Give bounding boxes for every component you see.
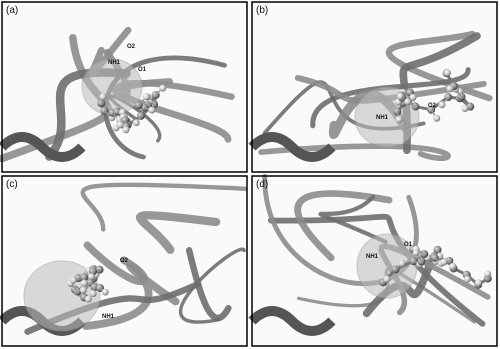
ribbon xyxy=(262,173,419,287)
ribbon xyxy=(136,211,221,254)
hydrogen xyxy=(84,295,92,303)
hydrogen xyxy=(449,262,457,270)
hydrogen xyxy=(159,84,167,92)
atom xyxy=(420,250,429,259)
hydrogen xyxy=(383,275,391,283)
panel: (a) O2 NH1 O1 xyxy=(0,1,248,173)
ribbon xyxy=(258,143,451,161)
panel: (c) O2 NH1 xyxy=(0,175,248,347)
hydrogen xyxy=(116,121,124,129)
hydrogen xyxy=(484,270,492,278)
hydrogen xyxy=(99,93,107,101)
atom-label: O2 xyxy=(120,258,129,264)
hydrogen xyxy=(444,69,452,77)
hydrogen xyxy=(101,288,109,296)
hydrogen xyxy=(142,93,150,101)
panel-border xyxy=(1,1,248,173)
panel-label: (a) xyxy=(6,5,18,16)
hydrogen xyxy=(148,106,156,114)
hydrogen xyxy=(461,105,469,113)
hydrogen xyxy=(395,116,403,124)
atom-label: NH1 xyxy=(366,254,379,260)
atom-label: O2 xyxy=(428,103,437,109)
hydrogen xyxy=(89,290,97,298)
panel: (b) O2 NH1 xyxy=(248,1,498,173)
panel-border xyxy=(1,175,248,347)
ribbon xyxy=(82,262,180,330)
hydrogen xyxy=(69,276,77,284)
hydrogen xyxy=(433,114,441,122)
atom xyxy=(95,265,104,274)
atom-label: O1 xyxy=(404,242,413,248)
hydrogen xyxy=(409,93,417,101)
panel-border xyxy=(251,1,498,173)
ribbon xyxy=(294,74,487,104)
hydrogen xyxy=(438,101,446,109)
hydrogen xyxy=(396,92,404,100)
atom-label: NH1 xyxy=(102,314,115,320)
atom-label: NH1 xyxy=(376,115,389,121)
helix xyxy=(248,132,336,162)
hydrogen xyxy=(404,98,412,106)
atom-label: O1 xyxy=(138,67,147,73)
ribbon xyxy=(80,182,248,232)
ribbon xyxy=(294,190,393,262)
helix xyxy=(0,132,86,162)
hydrogen xyxy=(398,259,406,267)
panel-label: (d) xyxy=(256,179,268,190)
hydrogen xyxy=(474,279,482,287)
atom xyxy=(417,257,426,266)
surface xyxy=(81,58,143,116)
hydrogen xyxy=(87,273,95,281)
ribbon xyxy=(318,194,388,244)
atom-label: O2 xyxy=(127,44,136,50)
hydrogen xyxy=(80,279,88,287)
hydrogen xyxy=(440,258,448,266)
hydrogen xyxy=(463,275,471,283)
hydrogen xyxy=(412,249,420,257)
hydrogen xyxy=(79,286,87,294)
panel: (d) O1 NH1 xyxy=(248,173,498,347)
panel-label: (b) xyxy=(256,5,268,16)
atom-label: NH1 xyxy=(108,60,121,66)
ribbon xyxy=(385,30,493,102)
helix xyxy=(248,306,336,336)
hydrogen xyxy=(446,85,454,93)
hydrogen xyxy=(122,126,130,134)
panel-border xyxy=(251,175,498,347)
panel-label: (c) xyxy=(6,179,18,190)
hydrogen xyxy=(132,119,140,127)
ribbon xyxy=(185,247,232,321)
